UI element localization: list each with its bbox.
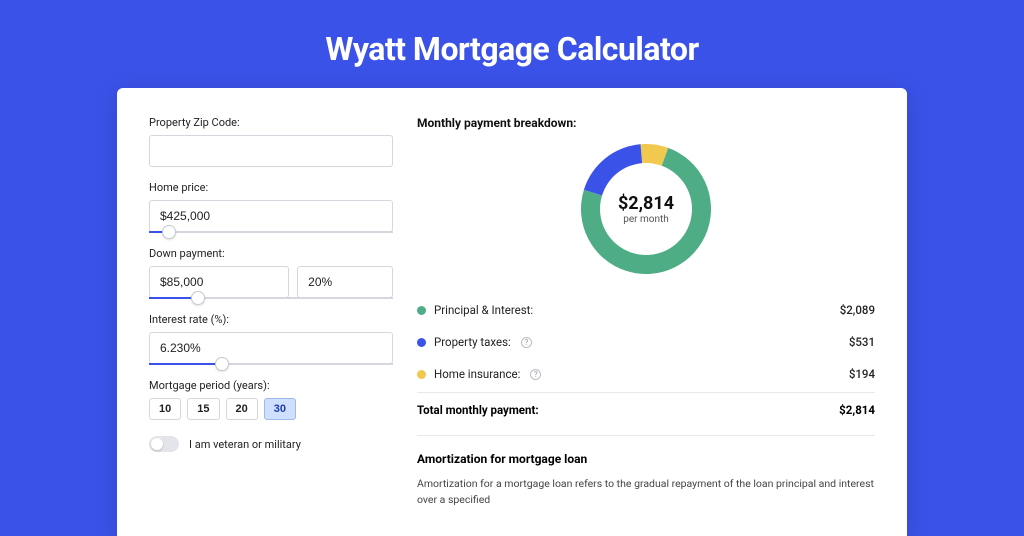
period-button-10[interactable]: 10 [149,398,181,420]
interest-rate-slider[interactable] [149,363,393,365]
total-value: $2,814 [839,403,875,417]
down-payment-field-group: Down payment: [149,247,393,299]
home-price-field-group: Home price: [149,181,393,233]
veteran-toggle[interactable] [149,436,179,452]
legend-dot [417,306,426,315]
period-button-30[interactable]: 30 [264,398,296,420]
down-payment-slider[interactable] [149,297,393,299]
legend-row-0: Principal & Interest: $2,089 [417,294,875,326]
zip-label: Property Zip Code: [149,116,393,129]
help-icon[interactable]: ? [521,337,532,348]
home-price-input[interactable] [149,200,393,232]
calculator-card: Property Zip Code: Home price: Down paym… [117,88,907,536]
mortgage-period-options: 10 15 20 30 [149,398,393,420]
legend: Principal & Interest: $2,089 Property taxe… [417,294,875,390]
help-icon[interactable]: ? [530,369,541,380]
down-payment-amount-input[interactable] [149,266,289,298]
zip-input[interactable] [149,135,393,167]
slider-thumb[interactable] [215,357,229,371]
interest-rate-label: Interest rate (%): [149,313,393,326]
home-price-label: Home price: [149,181,393,194]
total-row: Total monthly payment: $2,814 [417,392,875,417]
slider-thumb[interactable] [162,225,176,239]
legend-dot [417,338,426,347]
zip-field-group: Property Zip Code: [149,116,393,167]
down-payment-label: Down payment: [149,247,393,260]
veteran-toggle-row: I am veteran or military [149,436,393,452]
amortization-section: Amortization for mortgage loan Amortizat… [417,435,875,508]
legend-value: $2,089 [840,303,875,317]
period-button-15[interactable]: 15 [187,398,219,420]
mortgage-period-field-group: Mortgage period (years): 10 15 20 30 [149,379,393,420]
breakdown-heading: Monthly payment breakdown: [417,116,875,130]
total-label: Total monthly payment: [417,403,539,417]
donut-sub: per month [623,214,669,225]
legend-value: $194 [849,367,875,381]
donut-center: $2,814 per month [581,144,711,274]
home-price-slider[interactable] [149,231,393,233]
down-payment-percent-input[interactable] [297,266,393,298]
period-button-20[interactable]: 20 [226,398,258,420]
donut-chart-container: $2,814 per month [417,144,875,274]
legend-row-2: Home insurance:? $194 [417,358,875,390]
legend-label: Principal & Interest: [434,303,533,317]
legend-dot [417,370,426,379]
legend-row-1: Property taxes:? $531 [417,326,875,358]
legend-label: Home insurance: [434,367,520,381]
amortization-text: Amortization for a mortgage loan refers … [417,476,875,508]
legend-label: Property taxes: [434,335,511,349]
interest-rate-input[interactable] [149,332,393,364]
slider-thumb[interactable] [191,291,205,305]
mortgage-period-label: Mortgage period (years): [149,379,393,392]
slider-fill [149,363,222,365]
page-title: Wyatt Mortgage Calculator [0,0,1024,88]
breakdown-column: Monthly payment breakdown: $2,814 per mo… [417,116,875,508]
donut-amount: $2,814 [618,193,674,214]
veteran-label: I am veteran or military [189,438,301,451]
toggle-knob [151,438,163,450]
inputs-column: Property Zip Code: Home price: Down paym… [149,116,393,508]
donut-chart: $2,814 per month [581,144,711,274]
legend-value: $531 [849,335,875,349]
amortization-title: Amortization for mortgage loan [417,452,875,466]
interest-rate-field-group: Interest rate (%): [149,313,393,365]
